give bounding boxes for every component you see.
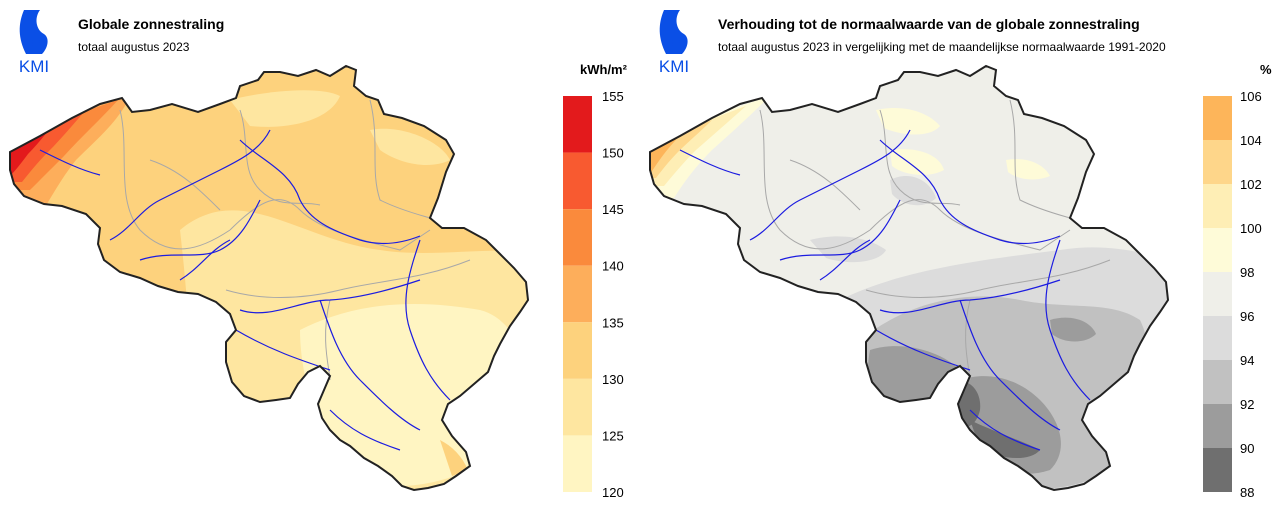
ratio-legend-tick-label: 100	[1240, 221, 1262, 236]
radiation-legend-tick-label: 145	[602, 202, 624, 217]
solar-radiation-panel: KMI Globale zonnestraling totaal augustu…	[9, 10, 627, 500]
radiation-legend-swatch	[563, 152, 592, 210]
radiation-legend-swatch	[563, 265, 592, 323]
ratio-legend-tick-label: 104	[1240, 133, 1262, 148]
map-subtitle: totaal augustus 2023 in vergelijking met…	[718, 40, 1166, 54]
ratio-legend-tick-label: 92	[1240, 397, 1254, 412]
ratio-legend-tick-label: 96	[1240, 309, 1254, 324]
map-title: Verhouding tot de normaalwaarde van de g…	[718, 16, 1140, 32]
radiation-legend-swatch	[563, 378, 592, 436]
ratio-normal-panel: KMI Verhouding tot de normaalwaarde van …	[640, 0, 1280, 507]
radiation-legend-swatch	[563, 322, 592, 379]
radiation-legend-swatch	[563, 435, 592, 492]
radiation-legend-tick-label: 135	[602, 315, 624, 330]
ratio-legend-tick-label: 102	[1240, 177, 1262, 192]
radiation-legend-tick-label: 140	[602, 259, 624, 274]
ratio-legend-swatch	[1203, 360, 1232, 404]
kmi-logo: KMI	[650, 10, 698, 74]
ratio-legend-tick-label: 94	[1240, 353, 1254, 368]
map-title: Globale zonnestraling	[78, 16, 225, 32]
ratio-legend-swatch	[1203, 184, 1232, 228]
radiation-legend-tick-label: 130	[602, 372, 624, 387]
belgium-radiation-map	[9, 65, 529, 491]
belgium-ratio-map	[649, 65, 1169, 491]
radiation-legend-tick-label: 150	[602, 146, 624, 161]
legend-unit: kWh/m²	[580, 62, 627, 77]
radiation-legend-swatch	[563, 209, 592, 266]
ratio-legend-tick-label: 98	[1240, 265, 1254, 280]
radiation-legend-tick-label: 125	[602, 428, 624, 443]
ratio-legend-tick-label: 88	[1240, 485, 1254, 500]
legend-unit: %	[1260, 62, 1272, 77]
radiation-legend-tick-label: 120	[602, 485, 624, 500]
legend-radiation: 155 150 145 140 135 130 125 120	[563, 89, 624, 500]
ratio-legend-swatch	[1203, 272, 1232, 316]
ratio-legend-tick-label: 90	[1240, 441, 1254, 456]
kmi-logo: KMI	[10, 10, 58, 74]
ratio-legend-swatch	[1203, 140, 1232, 184]
ratio-legend-swatch	[1203, 316, 1232, 360]
legend-ratio: 106 104 102 100 98 96 94 92 90 88	[1203, 89, 1262, 500]
logo-text: KMI	[19, 57, 49, 74]
ratio-legend-swatch	[1203, 228, 1232, 272]
ratio-legend-swatch	[1203, 404, 1232, 448]
ratio-legend-swatch	[1203, 96, 1232, 140]
logo-text: KMI	[659, 57, 689, 74]
ratio-legend-swatch	[1203, 448, 1232, 492]
ratio-legend-tick-label: 106	[1240, 89, 1262, 104]
map-subtitle: totaal augustus 2023	[78, 40, 190, 54]
radiation-legend-swatch	[563, 96, 592, 153]
radiation-legend-tick-label: 155	[602, 89, 624, 104]
